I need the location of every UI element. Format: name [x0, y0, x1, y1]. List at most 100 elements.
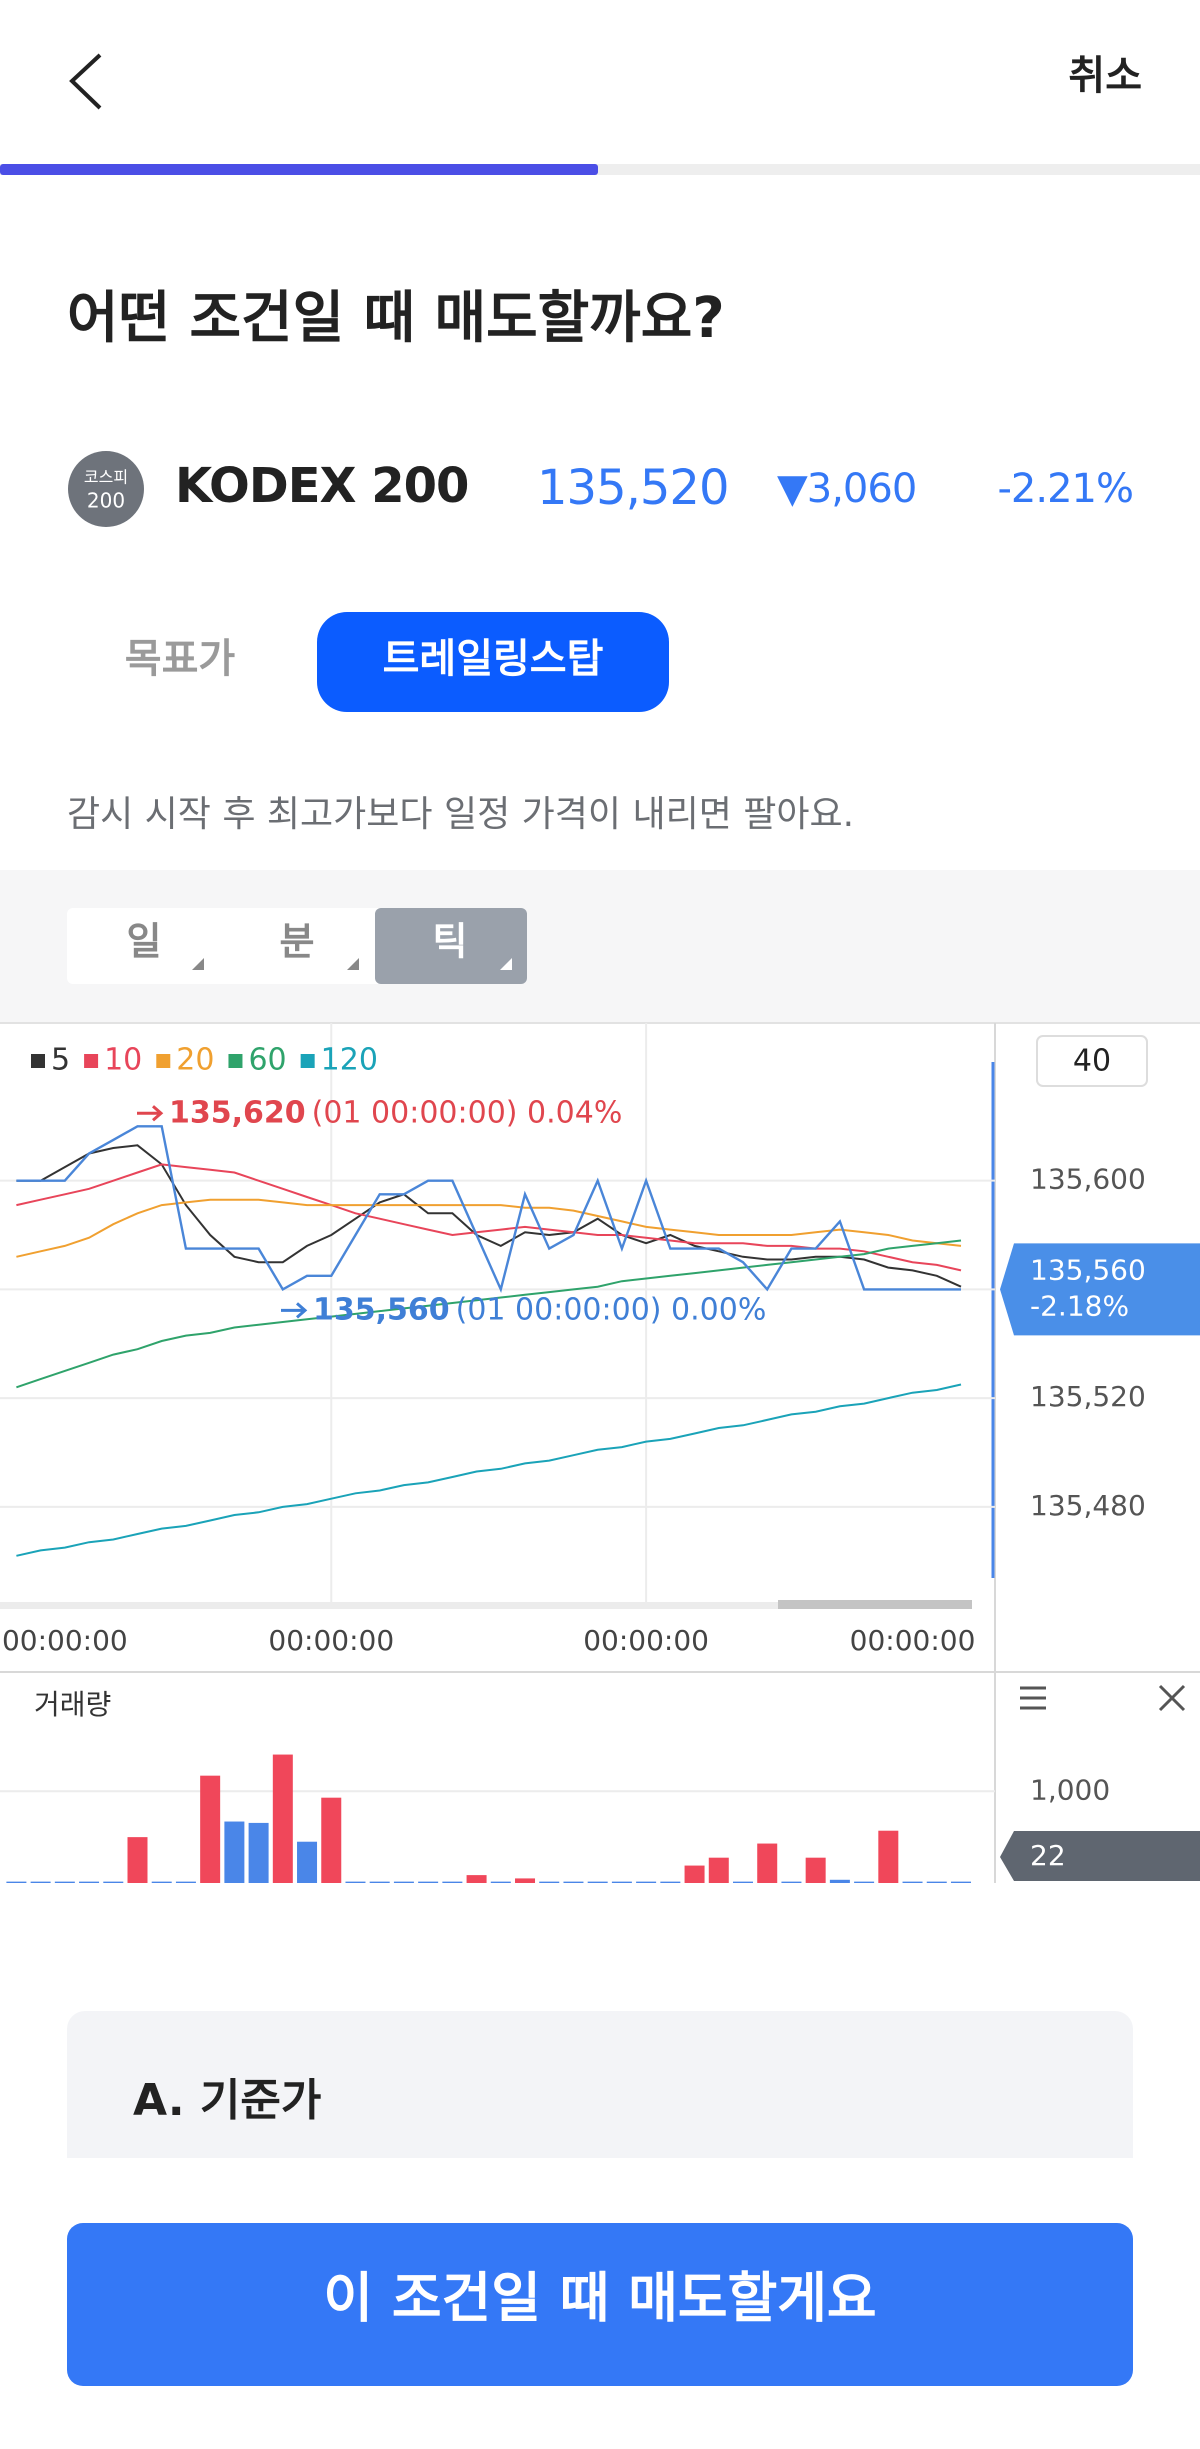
- annotation-arrow: [137, 1105, 164, 1122]
- badge-text: 200: [87, 489, 125, 513]
- annotation-note: (01 00:00:00) 0.00%: [456, 1292, 767, 1327]
- volume-bar: [636, 1881, 657, 1883]
- section-card: [67, 2011, 1133, 2191]
- legend-swatch: [156, 1054, 171, 1068]
- legend-swatch: [84, 1054, 99, 1068]
- volume-bar: [708, 1857, 729, 1883]
- submit-button[interactable]: [67, 2223, 1133, 2386]
- annotation: 135,620 (01 00:00:00) 0.04%: [169, 1095, 622, 1130]
- ma-line: [16, 1198, 962, 1258]
- stock-name: KODEX 200: [175, 458, 468, 514]
- volume-bar: [805, 1857, 826, 1883]
- count-label: 40: [1073, 1044, 1111, 1079]
- volume-bar: [297, 1841, 318, 1883]
- volume-bar: [926, 1881, 947, 1883]
- volume-bar: [224, 1821, 245, 1883]
- period-button[interactable]: 일: [127, 920, 162, 964]
- legend-swatch: [300, 1054, 315, 1068]
- volume-bar: [829, 1879, 850, 1883]
- y-tick-label: 135,520: [1030, 1380, 1146, 1413]
- legend-label: 5: [51, 1043, 70, 1078]
- tab-selected-bg[interactable]: [317, 612, 669, 712]
- x-tick-label: 00:00:00: [268, 1624, 394, 1657]
- scroll-thumb[interactable]: [778, 1600, 972, 1609]
- period-button[interactable]: 틱: [433, 920, 468, 964]
- volume-bar: [79, 1881, 100, 1883]
- volume-bar: [854, 1881, 875, 1883]
- volume-bar: [6, 1881, 27, 1883]
- section-title: A. 기준가: [133, 2075, 321, 2126]
- current-price-box: [1000, 1243, 1200, 1336]
- volume-bar: [466, 1875, 487, 1883]
- volume-bar: [660, 1881, 681, 1883]
- annotation-note: (01 00:00:00) 0.04%: [312, 1095, 623, 1130]
- scroll-track: [0, 1602, 972, 1609]
- page-title: 어떤 조건일 때 매도할까요?: [67, 286, 725, 351]
- volume-bar: [272, 1754, 293, 1883]
- volume-bar: [321, 1797, 342, 1883]
- period-button[interactable]: 분: [280, 920, 315, 964]
- volume-bar: [611, 1881, 632, 1883]
- volume-bar: [103, 1881, 124, 1883]
- volume-bar: [369, 1881, 390, 1883]
- x-tick-label: 00:00:00: [583, 1624, 709, 1657]
- volume-bar: [878, 1830, 899, 1883]
- volume-bar: [515, 1878, 536, 1883]
- volume-bar: [950, 1881, 971, 1883]
- tab[interactable]: 목표가: [125, 636, 236, 682]
- current-volume-box: [1000, 1830, 1200, 1881]
- y-tick-label: 135,480: [1030, 1489, 1146, 1522]
- tab-selected[interactable]: 트레일링스탑: [383, 636, 604, 682]
- badge-text: 코스피: [84, 468, 128, 487]
- volume-bar: [151, 1881, 172, 1883]
- corner-mark: [192, 958, 204, 970]
- annotation: 135,560 (01 00:00:00) 0.00%: [313, 1292, 766, 1327]
- volume-bar: [563, 1881, 584, 1883]
- current-change: -2.18%: [1030, 1289, 1129, 1322]
- volume-bar: [393, 1881, 414, 1883]
- volume-bar: [30, 1881, 51, 1883]
- ma-line: [16, 1163, 962, 1272]
- stock-change-rate: -2.21%: [997, 466, 1133, 512]
- submit-label[interactable]: 이 조건일 때 매도할게요: [323, 2267, 876, 2330]
- cancel-button[interactable]: 취소: [1068, 53, 1142, 99]
- y-tick-label: 1,000: [1030, 1773, 1110, 1806]
- close-icon[interactable]: [1158, 1684, 1186, 1712]
- description: 감시 시작 후 최고가보다 일정 가격이 내리면 팔아요.: [67, 794, 854, 835]
- volume-bar: [757, 1843, 778, 1883]
- menu-icon[interactable]: [1020, 1686, 1046, 1710]
- stock-badge: [68, 451, 144, 527]
- stock-price: 135,520: [537, 460, 729, 516]
- volume-bar: [733, 1881, 753, 1883]
- volume-bar: [175, 1881, 196, 1883]
- ma-line: [16, 1239, 962, 1389]
- period-selected-bg[interactable]: [375, 908, 527, 984]
- volume-bar: [902, 1881, 923, 1883]
- count-box: [1036, 1035, 1148, 1087]
- volume-bar: [54, 1881, 75, 1883]
- volume-bar: [684, 1865, 705, 1883]
- annotation-value: 135,560: [313, 1292, 450, 1327]
- volume-bar: [200, 1775, 221, 1883]
- back-button[interactable]: [69, 53, 102, 110]
- volume-bar: [248, 1822, 269, 1883]
- annotation-arrow: [281, 1302, 308, 1319]
- volume-bar: [127, 1837, 148, 1883]
- progress-track: [0, 164, 1200, 175]
- stock-change: ▼3,060: [777, 466, 916, 512]
- volume-bar: [345, 1881, 366, 1883]
- progress-fill: [0, 164, 598, 175]
- volume-bar: [442, 1881, 463, 1883]
- annotation-value: 135,620: [169, 1095, 306, 1130]
- price-line: [16, 1125, 961, 1294]
- legend-swatch: [228, 1054, 243, 1068]
- legend-swatch: [31, 1054, 45, 1068]
- x-tick-label: 00:00:00: [2, 1624, 128, 1657]
- x-tick-label: 00:00:00: [850, 1624, 976, 1657]
- legend-label: 20: [176, 1043, 214, 1078]
- volume-bar: [587, 1881, 608, 1883]
- volume-bar: [490, 1881, 511, 1883]
- y-tick-label: 135,600: [1030, 1163, 1146, 1196]
